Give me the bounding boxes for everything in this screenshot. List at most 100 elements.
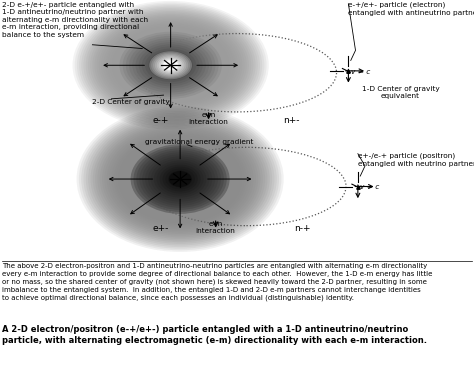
Ellipse shape — [138, 44, 203, 87]
Ellipse shape — [75, 2, 266, 128]
Ellipse shape — [137, 148, 223, 210]
Text: 1-D Center of gravity
equivalent: 1-D Center of gravity equivalent — [362, 86, 439, 99]
Ellipse shape — [123, 34, 219, 97]
Ellipse shape — [165, 169, 195, 189]
Ellipse shape — [109, 129, 251, 229]
Ellipse shape — [97, 17, 245, 114]
Ellipse shape — [77, 106, 283, 252]
Ellipse shape — [112, 27, 229, 104]
Ellipse shape — [157, 56, 184, 74]
Text: 2-D Center of gravity: 2-D Center of gravity — [92, 99, 170, 105]
Ellipse shape — [101, 20, 240, 111]
Ellipse shape — [123, 139, 237, 219]
Ellipse shape — [169, 171, 191, 187]
Ellipse shape — [151, 53, 190, 78]
Text: 2-D e-+/e+- particle entangled with
1-D antineutrino/neutrino partner with
alter: 2-D e-+/e+- particle entangled with 1-D … — [2, 2, 148, 38]
Ellipse shape — [129, 38, 212, 93]
Ellipse shape — [138, 44, 202, 86]
Ellipse shape — [118, 135, 242, 223]
Ellipse shape — [153, 160, 207, 198]
Ellipse shape — [114, 28, 227, 102]
Ellipse shape — [163, 60, 179, 71]
Ellipse shape — [86, 10, 255, 121]
Ellipse shape — [94, 15, 247, 115]
Text: v = c: v = c — [360, 184, 380, 190]
Ellipse shape — [163, 60, 178, 70]
Ellipse shape — [100, 122, 261, 236]
Ellipse shape — [160, 164, 201, 194]
Ellipse shape — [107, 127, 254, 231]
Ellipse shape — [134, 146, 227, 212]
Ellipse shape — [132, 40, 210, 91]
Ellipse shape — [148, 156, 212, 202]
Ellipse shape — [128, 142, 233, 216]
Ellipse shape — [155, 162, 205, 197]
Ellipse shape — [142, 152, 218, 206]
Ellipse shape — [79, 5, 262, 125]
Ellipse shape — [125, 35, 216, 95]
Text: e+-: e+- — [153, 224, 169, 233]
Ellipse shape — [104, 126, 256, 232]
Ellipse shape — [155, 55, 187, 76]
Ellipse shape — [135, 147, 226, 211]
Ellipse shape — [155, 55, 186, 76]
Ellipse shape — [83, 8, 258, 122]
Text: v = c: v = c — [351, 69, 370, 75]
Ellipse shape — [141, 152, 219, 206]
Ellipse shape — [103, 21, 238, 110]
Ellipse shape — [151, 159, 210, 200]
Ellipse shape — [151, 53, 190, 78]
Ellipse shape — [125, 140, 235, 218]
Ellipse shape — [81, 109, 279, 249]
Text: e+-/e-+ particle (positron)
entangled with neutrino partner: e+-/e-+ particle (positron) entangled wi… — [358, 153, 474, 167]
Ellipse shape — [119, 32, 222, 99]
Text: e-+: e-+ — [153, 116, 169, 125]
Ellipse shape — [142, 46, 200, 84]
Ellipse shape — [95, 119, 265, 239]
Ellipse shape — [88, 11, 254, 120]
Ellipse shape — [139, 150, 221, 208]
Ellipse shape — [111, 131, 249, 228]
Ellipse shape — [132, 145, 228, 213]
Text: gravitational energy gradient: gravitational energy gradient — [145, 139, 253, 145]
Ellipse shape — [151, 158, 210, 200]
Ellipse shape — [121, 32, 220, 98]
Ellipse shape — [153, 54, 188, 77]
Ellipse shape — [99, 18, 242, 112]
Ellipse shape — [136, 43, 205, 88]
Ellipse shape — [163, 167, 198, 191]
Ellipse shape — [147, 50, 194, 81]
Ellipse shape — [79, 108, 282, 250]
Ellipse shape — [105, 22, 236, 108]
Ellipse shape — [90, 12, 251, 118]
Ellipse shape — [123, 34, 219, 97]
Ellipse shape — [86, 113, 274, 245]
Ellipse shape — [116, 134, 244, 224]
Ellipse shape — [154, 160, 207, 198]
Ellipse shape — [136, 42, 206, 88]
Ellipse shape — [88, 114, 272, 244]
Text: e-+/e+- particle (electron)
entangled with antineutrino partner: e-+/e+- particle (electron) entangled wi… — [348, 2, 474, 16]
Ellipse shape — [128, 37, 214, 94]
Ellipse shape — [97, 121, 263, 237]
Ellipse shape — [118, 31, 223, 100]
Ellipse shape — [134, 41, 207, 90]
Text: A 2-D electron/positron (e-+/e+-) particle entangled with a 1-D antineutrino/neu: A 2-D electron/positron (e-+/e+-) partic… — [2, 325, 428, 345]
Ellipse shape — [144, 153, 217, 205]
Ellipse shape — [145, 48, 196, 82]
Ellipse shape — [73, 1, 269, 130]
Ellipse shape — [156, 163, 204, 195]
Ellipse shape — [148, 51, 193, 80]
Ellipse shape — [110, 25, 231, 105]
Ellipse shape — [117, 30, 225, 101]
Text: e-m
interaction: e-m interaction — [196, 221, 236, 234]
Ellipse shape — [93, 117, 267, 241]
Text: e-m
interaction: e-m interaction — [189, 112, 228, 125]
Text: The above 2-D electron-positron and 1-D antineutrino-neutrino particles are enta: The above 2-D electron-positron and 1-D … — [2, 263, 433, 301]
Ellipse shape — [77, 4, 264, 127]
Ellipse shape — [137, 148, 224, 210]
Ellipse shape — [132, 40, 209, 91]
Ellipse shape — [82, 7, 260, 124]
Ellipse shape — [91, 116, 270, 242]
Ellipse shape — [92, 14, 249, 117]
